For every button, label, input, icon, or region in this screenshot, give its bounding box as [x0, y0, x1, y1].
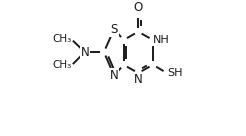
- Text: N: N: [80, 46, 89, 59]
- Text: CH₃: CH₃: [52, 60, 72, 70]
- Text: N: N: [134, 73, 143, 86]
- Text: O: O: [134, 1, 143, 14]
- Text: N: N: [110, 69, 119, 82]
- Text: SH: SH: [167, 68, 182, 78]
- Text: S: S: [110, 23, 118, 36]
- Text: CH₃: CH₃: [52, 34, 72, 44]
- Text: NH: NH: [153, 35, 170, 45]
